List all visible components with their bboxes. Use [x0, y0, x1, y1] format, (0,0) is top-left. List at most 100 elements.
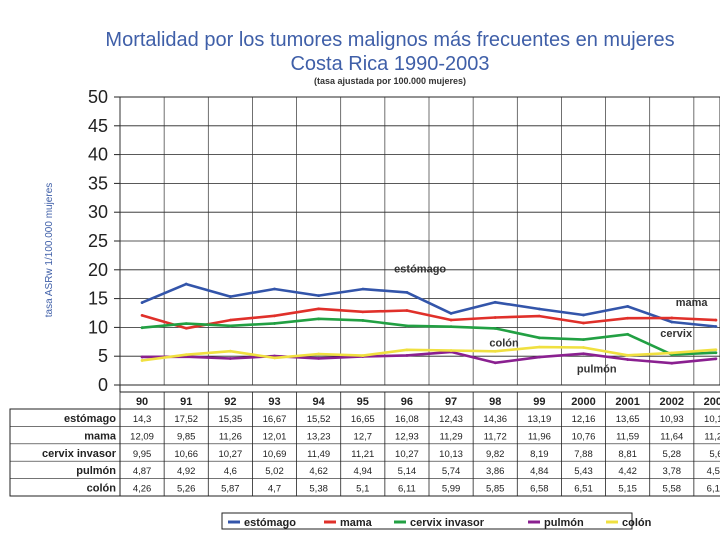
legend-label: pulmón: [544, 517, 584, 529]
x-category-label: 93: [268, 396, 280, 408]
data-point: [405, 324, 409, 328]
data-point: [184, 322, 188, 325]
data-point: [228, 318, 232, 322]
data-point: [537, 314, 541, 318]
data-point: [714, 325, 718, 328]
series-annotation: cervix: [660, 328, 693, 340]
series-annotation: mama: [676, 297, 709, 309]
y-tick-label: 30: [88, 202, 108, 222]
table-cell-value: 8,81: [618, 449, 637, 460]
data-point: [537, 355, 541, 359]
chart-note: (tasa ajustada por 100.000 mujeres): [313, 76, 467, 86]
table-cell-value: 5,6: [709, 449, 720, 460]
table-cell-value: 4,7: [268, 484, 281, 495]
x-category-label: 98: [489, 396, 501, 408]
data-point: [582, 346, 585, 349]
table-row-label: pulmón: [76, 465, 116, 477]
data-point: [273, 356, 276, 360]
data-point: [670, 316, 674, 320]
table-cell-value: 5,43: [574, 466, 593, 477]
table-cell-value: 5,26: [177, 484, 196, 495]
data-point: [317, 317, 321, 321]
data-point: [140, 359, 144, 362]
table-cell-value: 6,11: [398, 484, 416, 495]
data-point: [361, 354, 365, 358]
table-cell-value: 5,28: [663, 449, 682, 460]
legend-label: cervix invasor: [410, 517, 485, 529]
table-row-label: mama: [84, 430, 117, 442]
data-point: [184, 282, 188, 286]
data-point: [405, 348, 409, 352]
y-tick-label: 45: [88, 116, 108, 136]
legend-label: colón: [622, 517, 652, 529]
table-row-label: colón: [87, 483, 117, 495]
table-cell-value: 5,38: [309, 484, 328, 495]
table-cell-value: 3,78: [663, 466, 682, 477]
data-point: [361, 319, 365, 322]
x-category-label: 96: [401, 396, 413, 408]
table-cell-value: 6,58: [530, 484, 549, 495]
legend-box: [221, 512, 633, 530]
table-cell-value: 8,19: [530, 449, 549, 460]
data-point: [537, 345, 541, 349]
y-tick-label: 20: [88, 260, 108, 280]
table-cell-value: 13,65: [616, 414, 640, 425]
table-cell-value: 16,67: [263, 414, 287, 425]
data-point: [493, 361, 497, 365]
table-cell-value: 10,69: [263, 449, 287, 460]
table-cell-value: 12,01: [263, 431, 287, 442]
legend-label: estómago: [244, 517, 296, 529]
series-line-cervix-invasor: [141, 317, 716, 356]
table-cell-value: 12,93: [395, 431, 419, 442]
data-point: [493, 349, 497, 353]
series-line-estómago: [141, 282, 717, 328]
table-cell-value: 15,52: [307, 414, 331, 425]
data-point: [670, 361, 674, 365]
data-point: [537, 336, 541, 340]
y-tick-label: 40: [88, 145, 108, 165]
data-point: [184, 326, 188, 330]
x-category-label: 92: [224, 396, 236, 408]
data-point: [405, 353, 409, 357]
data-point: [449, 349, 453, 352]
x-category-label: 2001: [615, 396, 639, 408]
table-cell-value: 5,15: [618, 484, 637, 495]
data-point: [626, 304, 630, 308]
table-cell-value: 10,66: [174, 449, 198, 460]
data-point: [228, 295, 232, 298]
y-tick-label: 25: [88, 231, 108, 251]
table-cell-value: 11,26: [219, 431, 242, 442]
chart-subtitle: Costa Rica 1990-2003: [290, 53, 490, 75]
table-cell-value: 5,85: [486, 484, 505, 495]
table-cell-value: 17,52: [174, 414, 198, 425]
y-tick-label: 35: [88, 173, 108, 193]
table-cell-value: 4,84: [530, 466, 549, 477]
data-point: [228, 324, 232, 328]
data-point: [228, 357, 232, 360]
table-cell-value: 11,21: [351, 449, 374, 460]
table-cell-value: 11,72: [484, 431, 507, 442]
table-cell-value: 7,88: [574, 449, 593, 460]
table-cell-value: 5,87: [221, 484, 240, 495]
data-point: [449, 318, 453, 322]
y-tick-label: 0: [98, 375, 108, 395]
data-point: [140, 313, 144, 317]
table-cell-value: 5,14: [398, 466, 417, 477]
data-point: [449, 325, 453, 329]
table-cell-value: 5,99: [442, 484, 461, 495]
data-point: [317, 352, 321, 356]
table-cell-value: 11,59: [616, 431, 639, 442]
table-cell-value: 4,42: [618, 466, 637, 477]
data-point: [714, 318, 718, 322]
data-point: [626, 358, 630, 361]
chart-title-block: Mortalidad por los tumores malignos más …: [40, 28, 720, 86]
data-point: [582, 338, 585, 342]
table-cell-value: 4,62: [309, 466, 328, 477]
table-cell-value: 11,64: [660, 431, 683, 442]
table-cell-value: 12,09: [130, 431, 154, 442]
data-point: [714, 357, 718, 361]
series-line-colón: [141, 345, 716, 362]
table-cell-value: 15,35: [218, 414, 242, 425]
table-cell-value: 10,76: [572, 431, 596, 442]
